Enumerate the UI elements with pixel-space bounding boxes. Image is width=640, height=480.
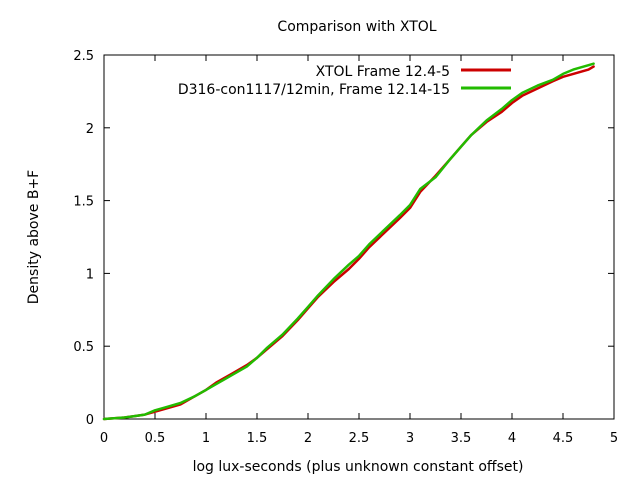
y-tick-label: 0 [86,413,94,428]
series-line-d316 [102,62,595,421]
x-tick-label: 2.5 [349,431,370,446]
legend: XTOL Frame 12.4-5 D316-con1117/12min, Fr… [178,64,511,98]
x-tick-label: 1.5 [247,431,268,446]
y-tick-label: 1 [86,267,94,282]
plot-frame [103,54,615,420]
y-tick-label: 0.5 [73,340,94,355]
x-tick-label: 0.5 [145,431,166,446]
plot-area [103,54,615,420]
legend-label-xtol: XTOL Frame 12.4-5 [316,64,450,80]
x-tick-label: 4.5 [553,431,574,446]
y-axis-label: Density above B+F [26,170,42,304]
x-tick-label: 3.5 [451,431,472,446]
x-axis: 0 0.5 1 1.5 2 2.5 3 3.5 4 4.5 5 [100,55,618,446]
x-tick-label: 2 [304,431,312,446]
x-tick-label: 5 [610,431,618,446]
legend-label-d316: D316-con1117/12min, Frame 12.14-15 [178,82,450,98]
x-tick-label: 1 [202,431,210,446]
x-tick-label: 4 [508,431,516,446]
chart-title: Comparison with XTOL [277,19,436,35]
y-tick-label: 2 [86,122,94,137]
y-axis: 0 0.5 1 1.5 2 2.5 [73,49,614,428]
y-tick-label: 2.5 [73,49,94,64]
x-axis-label: log lux-seconds (plus unknown constant o… [193,459,524,475]
x-tick-label: 0 [100,431,108,446]
y-tick-label: 1.5 [73,195,94,210]
x-tick-label: 3 [406,431,414,446]
series-layer [102,62,595,421]
series-line-xtol [102,65,595,421]
